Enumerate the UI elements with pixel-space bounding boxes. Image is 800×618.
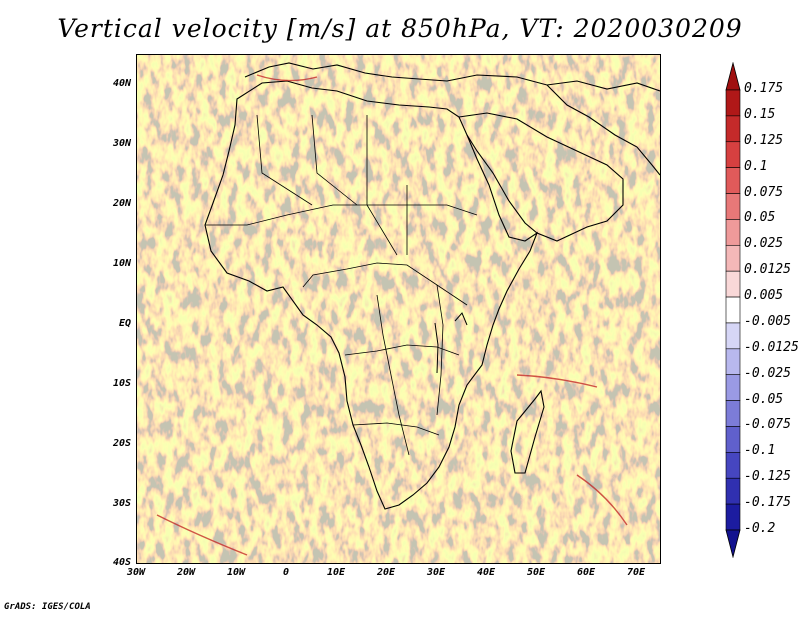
lon-label-30W: 30W (126, 567, 146, 578)
lat-label-40N: 40N (112, 78, 131, 89)
lon-label-20W: 20W (176, 567, 196, 578)
colorbar-label: -0.0125 (744, 339, 799, 355)
colorbar-swatch (725, 426, 741, 453)
colorbar-label: 0.025 (744, 236, 784, 252)
lon-label-20E: 20E (376, 567, 396, 578)
lat-label-40S: 40S (112, 557, 131, 568)
colorbar-label: -0.025 (744, 365, 791, 381)
lon-label-70E: 70E (626, 567, 646, 578)
colorbar-label: 0.0125 (744, 262, 791, 278)
colorbar-swatch (725, 348, 741, 376)
colorbar-swatch (725, 452, 741, 479)
lon-label-50E: 50E (526, 567, 546, 578)
colorbar-label: 0.125 (744, 132, 784, 148)
colorbar-label: 0.1 (744, 158, 768, 174)
colorbar-label: -0.005 (744, 313, 791, 329)
lat-label-30S: 30S (112, 498, 131, 509)
colorbar-swatch (725, 115, 741, 143)
colorbar-swatch (725, 89, 741, 117)
velocity-field (137, 55, 660, 563)
lon-label-40E: 40E (476, 567, 496, 578)
lat-label-10S: 10S (112, 378, 131, 389)
colorbar-swatch (725, 193, 741, 220)
colorbar-swatch (725, 219, 741, 246)
colorbar-label: -0.1 (744, 443, 776, 459)
colorbar-top-arrow (725, 62, 741, 91)
colorbar-bottom-arrow (725, 529, 741, 558)
colorbar-swatch (725, 141, 741, 168)
colorbar-label: -0.075 (744, 417, 791, 433)
colorbar-label: 0.05 (744, 210, 776, 226)
colorbar-label: 0.075 (744, 184, 784, 200)
map-panel (136, 54, 661, 564)
colorbar-swatch (725, 167, 741, 194)
colorbar-swatch (725, 503, 741, 531)
lat-label-20N: 20N (112, 198, 131, 209)
colorbar-swatch (725, 322, 741, 350)
colorbar-label: 0.005 (744, 288, 784, 304)
chart-title: Vertical velocity [m/s] at 850hPa, VT: 2… (57, 14, 743, 43)
lat-label-20S: 20S (112, 438, 131, 449)
colorbar-swatch (725, 270, 741, 298)
colorbar-label: 0.175 (744, 81, 784, 96)
lat-label-EQ: EQ (118, 318, 131, 329)
lon-label-10W: 10W (226, 567, 246, 578)
colorbar-swatch (725, 374, 741, 401)
colorbar-label: -0.175 (744, 495, 791, 511)
lat-label-30N: 30N (112, 138, 131, 149)
colorbar (725, 62, 741, 558)
colorbar-label: 0.15 (744, 106, 776, 122)
velocity-noise-field (137, 55, 660, 563)
colorbar-label: -0.125 (744, 469, 791, 485)
lon-label-10E: 10E (326, 567, 346, 578)
coastlines-and-borders (204, 62, 660, 510)
colorbar-swatch (725, 244, 741, 272)
lon-label-0: 0 (282, 567, 290, 578)
colorbar-swatch (725, 296, 741, 324)
colorbar-swatch (725, 477, 741, 505)
colorbar-label: -0.05 (744, 391, 784, 407)
grads-credit: GrADS: IGES/COLA (4, 602, 91, 612)
convergence-streaks (156, 74, 628, 556)
lon-label-30E: 30E (426, 567, 446, 578)
lon-label-60E: 60E (576, 567, 596, 578)
colorbar-swatch (725, 400, 741, 427)
lat-label-10N: 10N (112, 258, 131, 269)
colorbar-label: -0.2 (744, 521, 776, 536)
